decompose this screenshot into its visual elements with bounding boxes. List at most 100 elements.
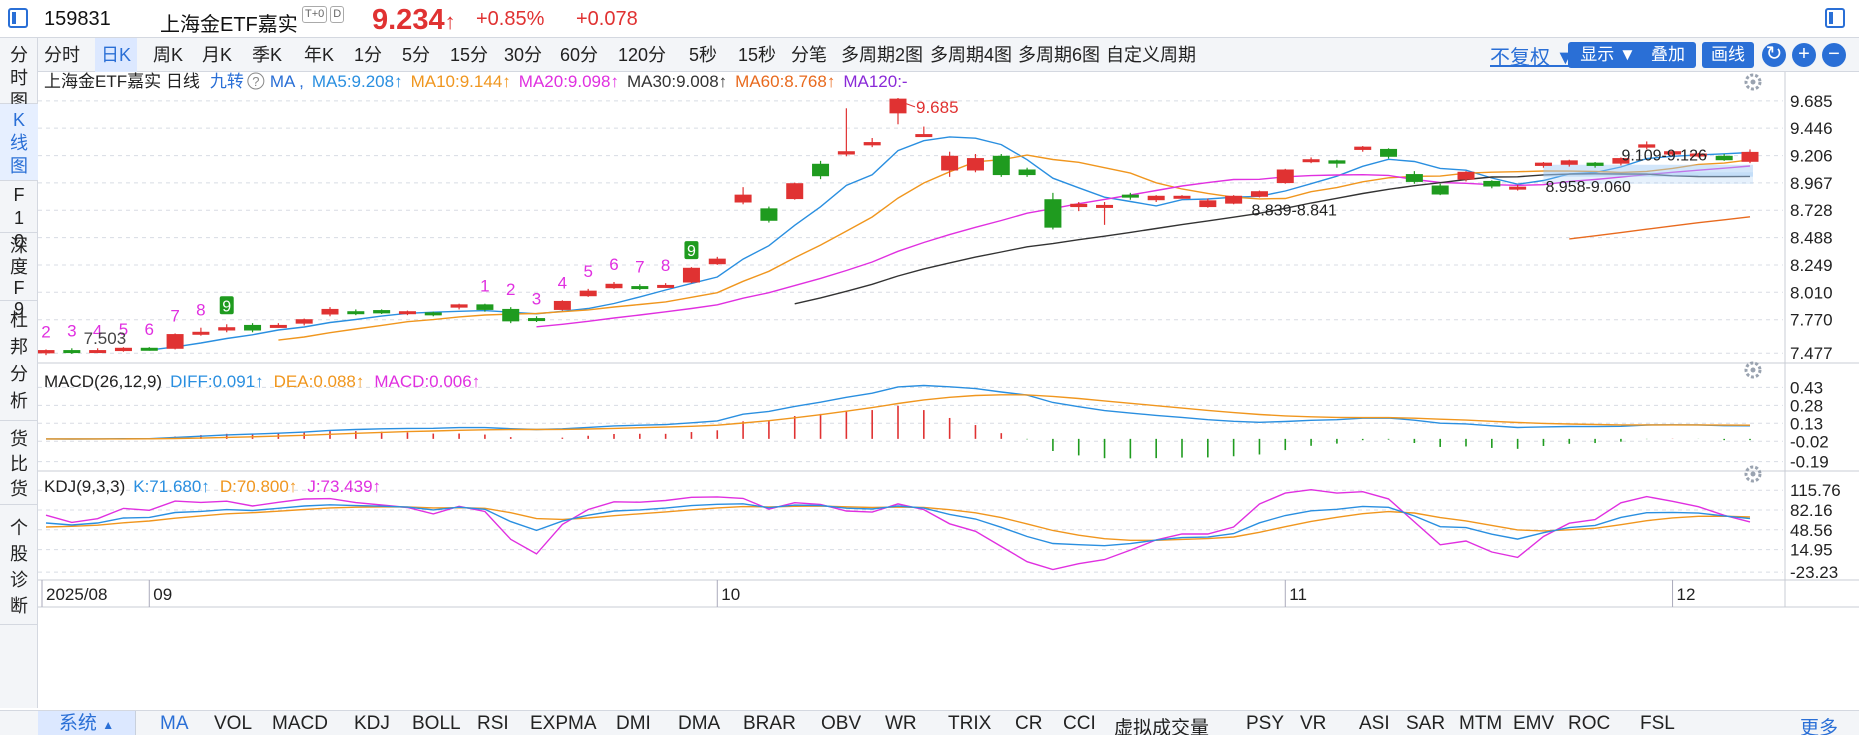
candle-25 xyxy=(682,267,700,284)
zoom-in-icon[interactable]: + xyxy=(1792,43,1816,67)
indicator-tab-5[interactable]: RSI xyxy=(477,713,509,734)
nav-diagnosis[interactable]: 个股诊断 xyxy=(0,505,38,625)
candle-body-35 xyxy=(941,155,959,171)
sidebar-toggle-icon[interactable] xyxy=(8,8,28,28)
xaxis-label-1: 09 xyxy=(153,585,172,604)
candle-body-34 xyxy=(915,134,933,138)
indicator-tab-4[interactable]: BOLL xyxy=(412,713,461,734)
xaxis-label-3: 11 xyxy=(1289,585,1307,604)
candle-body-36 xyxy=(966,158,984,171)
indicator-tab-2[interactable]: MACD xyxy=(272,713,328,734)
candle-35 xyxy=(941,151,959,177)
fuquan-dropdown[interactable]: 不复权 ▼ xyxy=(1490,47,1576,69)
period-2[interactable]: 周K xyxy=(153,45,184,65)
period-10[interactable]: 60分 xyxy=(560,45,599,65)
indicator-tab-20[interactable]: MTM xyxy=(1459,713,1503,734)
indicator-tab-7[interactable]: DMI xyxy=(616,713,651,734)
period-15[interactable]: 多周期2图 xyxy=(841,45,924,65)
candle-47 xyxy=(1250,190,1268,198)
candle-body-13 xyxy=(373,310,391,314)
ma30-line xyxy=(794,173,1751,305)
annotation-low: 7.503 xyxy=(84,329,127,348)
period-5[interactable]: 年K xyxy=(304,45,335,65)
main-title: 上海金ETF嘉实 日线 xyxy=(44,72,200,91)
indicator-tab-6[interactable]: EXPMA xyxy=(530,713,597,734)
indicator-tab-15[interactable]: 虚拟成交量 xyxy=(1114,718,1210,735)
candle-49 xyxy=(1302,157,1320,164)
period-3[interactable]: 月K xyxy=(202,45,233,65)
nav-kline[interactable]: K线图 xyxy=(0,104,38,181)
candle-63 xyxy=(1664,150,1682,157)
display-button[interactable]: 显示 ▼ xyxy=(1568,42,1648,68)
nine-turn-14: 7 xyxy=(635,257,644,276)
period-1[interactable]: 日K xyxy=(95,38,138,72)
nav-timeshare[interactable]: 分时图 xyxy=(0,38,38,111)
indicator-tab-23[interactable]: FSL xyxy=(1640,713,1675,734)
nav-depth-f9[interactable]: 深度F9 xyxy=(0,233,38,319)
period-11[interactable]: 120分 xyxy=(618,45,667,65)
xaxis-label-0: 2025/08 xyxy=(46,585,107,604)
period-14[interactable]: 分笔 xyxy=(791,45,827,65)
macd-diff-line xyxy=(45,384,1751,440)
zoom-out-icon[interactable]: − xyxy=(1822,43,1846,67)
nav-f10[interactable]: F10 xyxy=(0,181,38,251)
indicator-tab-13[interactable]: CR xyxy=(1015,713,1043,734)
indicator-tab-8[interactable]: DMA xyxy=(678,713,721,734)
indicator-tab-14[interactable]: CCI xyxy=(1063,713,1096,734)
candle-body-0 xyxy=(38,350,55,354)
indicator-tab-10[interactable]: OBV xyxy=(821,713,862,734)
nav-diagnosis-label: 个股诊断 xyxy=(10,518,28,616)
candle-body-44 xyxy=(1173,195,1191,199)
period-13[interactable]: 15秒 xyxy=(738,45,777,65)
nine-turn-box-16 xyxy=(684,241,699,260)
candle-body-39 xyxy=(1044,199,1062,228)
period-7[interactable]: 5分 xyxy=(402,45,431,65)
indicator-tab-11[interactable]: WR xyxy=(885,713,917,734)
indicator-tab-22[interactable]: ROC xyxy=(1568,713,1611,734)
nav-compare[interactable]: 货比货 xyxy=(0,421,38,505)
period-17[interactable]: 多周期6图 xyxy=(1018,45,1101,65)
indicator-tab-1[interactable]: VOL xyxy=(214,713,253,734)
period-8[interactable]: 15分 xyxy=(450,45,489,65)
indicator-tab-9[interactable]: BRAR xyxy=(743,713,796,734)
period-9[interactable]: 30分 xyxy=(504,45,543,65)
overlay-button[interactable]: 叠加 xyxy=(1640,42,1696,68)
kline-chart[interactable]: 9.685 9.446 9.206 8.967 8.728 8.488 8.249 8.010… xyxy=(38,72,1859,710)
candle-body-25 xyxy=(682,267,700,283)
nav-depth-f9-label: 深度F9 xyxy=(10,236,28,319)
system-indicator-button[interactable]: 系统 ▲ xyxy=(38,711,136,735)
candle-12 xyxy=(347,309,365,316)
kdj-j-line xyxy=(45,488,1751,571)
annotation-high-pointer xyxy=(903,102,916,108)
macd-legend-2: MACD:0.006↑ xyxy=(374,372,480,391)
candle-41 xyxy=(1096,202,1114,225)
nav-dupont[interactable]: 杜邦分析 xyxy=(0,301,38,421)
indicator-tab-19[interactable]: SAR xyxy=(1406,713,1446,734)
main-ytick-9: 7.477 xyxy=(1790,344,1833,363)
macd-settings-icon-ring xyxy=(1744,361,1762,379)
indicator-tab-3[interactable]: KDJ xyxy=(354,713,390,734)
more-button[interactable]: 更多 xyxy=(1800,718,1839,735)
refresh-icon[interactable]: ↻ xyxy=(1762,43,1786,67)
annotation-range-3: 8.958-9.060 xyxy=(1545,179,1631,196)
indicator-tab-21[interactable]: EMV xyxy=(1513,713,1555,734)
candle-0 xyxy=(38,349,55,356)
indicator-tab-18[interactable]: ASI xyxy=(1359,713,1390,734)
period-12[interactable]: 5秒 xyxy=(689,45,718,65)
indicator-tab-0[interactable]: MA xyxy=(160,713,189,734)
nine-turn-6: 8 xyxy=(196,301,205,320)
ma10-line xyxy=(278,154,1751,341)
period-0[interactable]: 分时 xyxy=(44,45,80,65)
indicator-tab-12[interactable]: TRIX xyxy=(948,713,992,734)
candle-body-23 xyxy=(631,286,649,290)
period-16[interactable]: 多周期4图 xyxy=(930,45,1013,65)
draw-button[interactable]: 画线 xyxy=(1702,42,1754,68)
indicator-tab-17[interactable]: VR xyxy=(1300,713,1327,734)
period-18[interactable]: 自定义周期 xyxy=(1106,45,1196,65)
period-4[interactable]: 季K xyxy=(252,45,283,65)
panel-toggle-icon[interactable] xyxy=(1825,8,1845,28)
indicator-tab-16[interactable]: PSY xyxy=(1246,713,1285,734)
kdj-ytick-4: -23.23 xyxy=(1790,563,1838,582)
period-bar: 分时 日K 周K 月K 季K 年K 1分 5分 15分 30分 60分 120分 5秒 15秒 分笔 多周期2… xyxy=(38,38,1859,72)
period-6[interactable]: 1分 xyxy=(354,45,383,65)
